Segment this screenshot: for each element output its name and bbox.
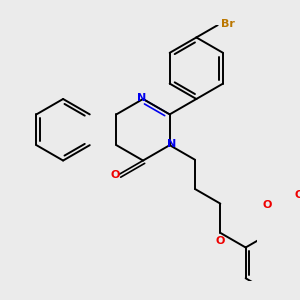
Text: N: N (137, 93, 146, 103)
Text: O: O (110, 170, 119, 180)
Text: O: O (216, 236, 225, 246)
Text: N: N (167, 139, 176, 149)
Text: O: O (262, 200, 272, 210)
Text: Br: Br (221, 19, 235, 29)
Text: O: O (294, 190, 300, 200)
